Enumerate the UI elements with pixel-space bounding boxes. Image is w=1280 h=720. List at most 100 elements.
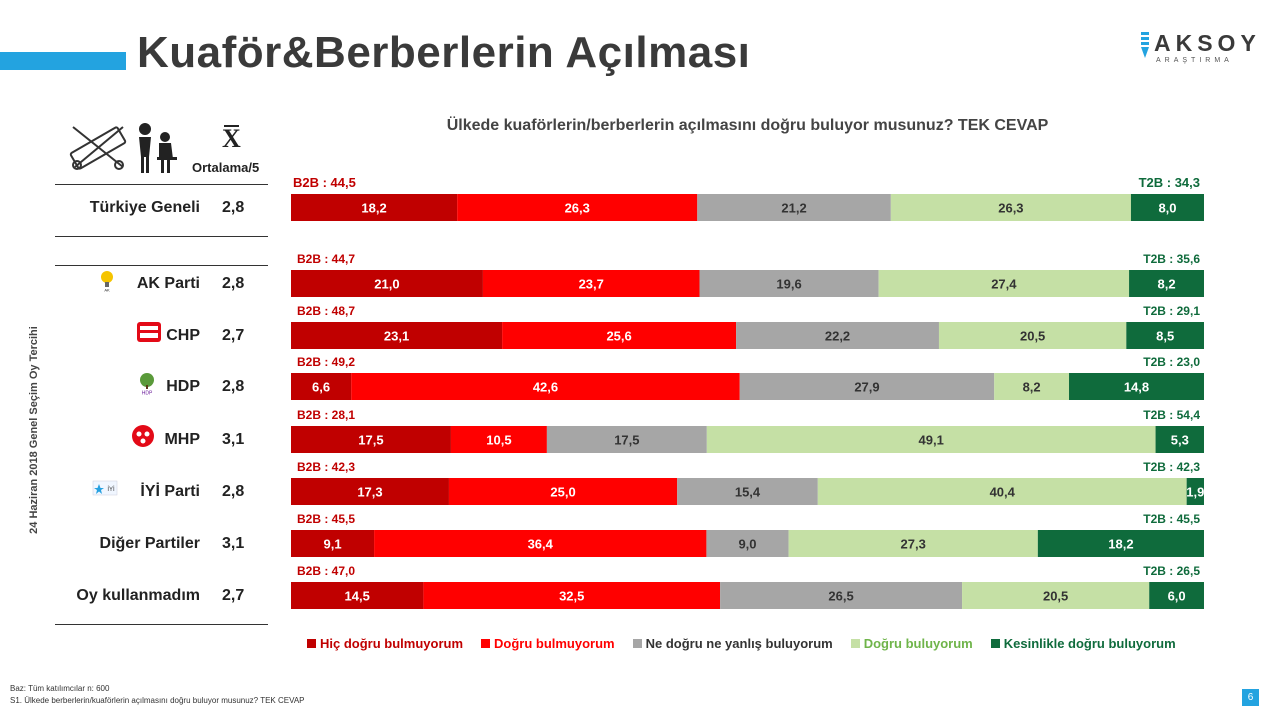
bar-segment-ne-dogru-ne-yanlis: [736, 322, 939, 349]
barber-tools-icon: [69, 123, 177, 173]
row-mean-value: 3,1: [222, 430, 245, 448]
b2b-label: B2B : 44,5: [293, 175, 356, 190]
legend-item-dogru-buluyorum: Doğru buluyorum: [850, 636, 973, 651]
bar-segment-dogru-bulmuyorum: [448, 478, 678, 505]
row-label: Türkiye Geneli: [89, 198, 200, 216]
bar-value-label: 17,5: [358, 433, 383, 448]
bar-value-label: 23,1: [384, 329, 409, 344]
bar-segment-hic-dogru-bulmuyorum: [291, 270, 483, 297]
bar-segment-dogru-bulmuyorum: [450, 426, 547, 453]
bar-segment-ne-dogru-ne-yanlis: [699, 270, 879, 297]
row-label: Diğer Partiler: [99, 534, 200, 552]
legend-swatch: [307, 639, 316, 648]
bar-value-label: 19,6: [776, 277, 801, 292]
bar-value-label: 9,1: [324, 537, 342, 552]
bar-value-label: 25,0: [550, 485, 575, 500]
bar-segment-kesinlikle-dogru-buluyorum: [1155, 426, 1204, 453]
legend-item-kesinlikle-dogru-buluyorum: Kesinlikle doğru buluyorum: [990, 636, 1176, 651]
bar-value-label: 26,3: [998, 201, 1023, 216]
page-title: Kuaför&Berberlerin Açılması: [137, 28, 751, 77]
legend-label: Ne doğru ne yanlış buluyorum: [645, 636, 833, 651]
bar-value-label: 14,5: [345, 589, 370, 604]
page-number: 6: [1242, 689, 1259, 706]
bar-value-label: 26,5: [828, 589, 853, 604]
table-divider: [55, 184, 268, 185]
b2b-label: B2B : 42,3: [297, 460, 355, 474]
title-accent-bar: [0, 52, 126, 70]
bar-segment-hic-dogru-bulmuyorum: [291, 373, 352, 400]
bar-value-label: 27,3: [901, 537, 926, 552]
legend-item-hic-dogru-bulmuyorum: Hiç doğru bulmuyorum: [307, 636, 463, 651]
row-mean-value: 2,8: [222, 482, 245, 500]
bar-segment-hic-dogru-bulmuyorum: [291, 478, 449, 505]
footnote-question: S1. Ülkede berberlerin/kuaförlerin açılm…: [10, 696, 305, 705]
bar-segment-hic-dogru-bulmuyorum: [291, 194, 458, 221]
t2b-label: T2B : 34,3: [1139, 175, 1200, 190]
row-label: CHP: [166, 326, 200, 344]
b2b-label: B2B : 28,1: [297, 408, 355, 422]
svg-text:İYİ: İYİ: [107, 486, 115, 493]
bar-value-label: 1,9: [1186, 485, 1204, 500]
bar-segment-kesinlikle-dogru-buluyorum: [1129, 270, 1204, 297]
bar-segment-dogru-buluyorum: [938, 322, 1127, 349]
b2b-label: B2B : 48,7: [297, 304, 355, 318]
bar-value-label: 40,4: [990, 485, 1016, 500]
legend-label: Hiç doğru bulmuyorum: [320, 636, 463, 651]
bar-value-label: 42,6: [533, 380, 558, 395]
chart-legend: Hiç doğru bulmuyorum Doğru bulmuyorum Ne d…: [307, 636, 1176, 651]
bar-segment-dogru-bulmuyorum: [502, 322, 737, 349]
stacked-bar-chart: 18,2 26,3 21,2 26,3 8,0 B2B : 44,5 T2B : 34,3 2…: [291, 175, 1204, 609]
bar-value-label: 36,4: [528, 537, 554, 552]
bar-segment-dogru-bulmuyorum: [374, 530, 707, 557]
bar-value-label: 8,2: [1023, 380, 1041, 395]
footnote-base: Baz: Tüm katılımcılar n: 600: [10, 684, 110, 693]
bar-value-label: 27,9: [854, 380, 879, 395]
row-mean-value: 2,7: [222, 586, 245, 604]
bar-value-label: 14,8: [1124, 380, 1149, 395]
bar-value-label: 22,2: [825, 329, 850, 344]
bar-value-label: 23,7: [579, 277, 604, 292]
bar-value-label: 10,5: [486, 433, 511, 448]
bar-value-label: 27,4: [991, 277, 1017, 292]
legend-swatch: [990, 639, 1000, 648]
aksoy-logo: AKSOY ARAŞTIRMA: [1140, 30, 1260, 70]
table-divider: [55, 265, 268, 266]
bar-value-label: 21,2: [781, 201, 806, 216]
b2b-label: B2B : 47,0: [297, 564, 355, 578]
bar-segment-dogru-buluyorum: [817, 478, 1187, 505]
legend-label: Kesinlikle doğru buluyorum: [1003, 636, 1176, 651]
iyi-parti-logo-icon: İYİ: [92, 476, 118, 500]
bar-segment-kesinlikle-dogru-buluyorum: [1126, 322, 1204, 349]
bar-value-label: 18,2: [1108, 537, 1133, 552]
chp-logo-icon: [136, 320, 162, 344]
table-divider: [55, 624, 268, 625]
row-mean-value: 2,8: [222, 274, 245, 292]
bar-value-label: 17,5: [614, 433, 639, 448]
row-label: AK Parti: [136, 274, 200, 292]
b2b-label: B2B : 44,7: [297, 252, 355, 266]
akparti-logo-icon: AK: [94, 268, 120, 293]
bar-value-label: 32,5: [559, 589, 584, 604]
t2b-label: T2B : 23,0: [1143, 355, 1200, 369]
bar-segment-kesinlikle-dogru-buluyorum: [1130, 194, 1204, 221]
bar-value-label: 8,5: [1156, 329, 1174, 344]
bar-segment-hic-dogru-bulmuyorum: [291, 582, 424, 609]
b2b-label: B2B : 49,2: [297, 355, 355, 369]
legend-swatch: [481, 639, 490, 648]
legend-swatch: [632, 639, 642, 648]
row-mean-value: 2,8: [222, 198, 245, 216]
bar-value-label: 20,5: [1020, 329, 1045, 344]
bar-segment-hic-dogru-bulmuyorum: [291, 530, 375, 557]
bar-value-label: 5,3: [1171, 433, 1189, 448]
bar-segment-dogru-buluyorum: [706, 426, 1156, 453]
legend-item-dogru-bulmuyorum: Doğru bulmuyorum: [481, 636, 615, 651]
t2b-label: T2B : 35,6: [1143, 252, 1200, 266]
t2b-label: T2B : 45,5: [1143, 512, 1200, 526]
t2b-label: T2B : 29,1: [1143, 304, 1200, 318]
bar-segment-ne-dogru-ne-yanlis: [677, 478, 818, 505]
mean-label: Ortalama/5: [192, 160, 260, 175]
bar-value-label: 21,0: [374, 277, 399, 292]
bar-segment-kesinlikle-dogru-buluyorum: [1069, 373, 1204, 400]
legend-label: Doğru bulmuyorum: [494, 636, 615, 651]
logo-subtext: ARAŞTIRMA: [1156, 57, 1233, 64]
